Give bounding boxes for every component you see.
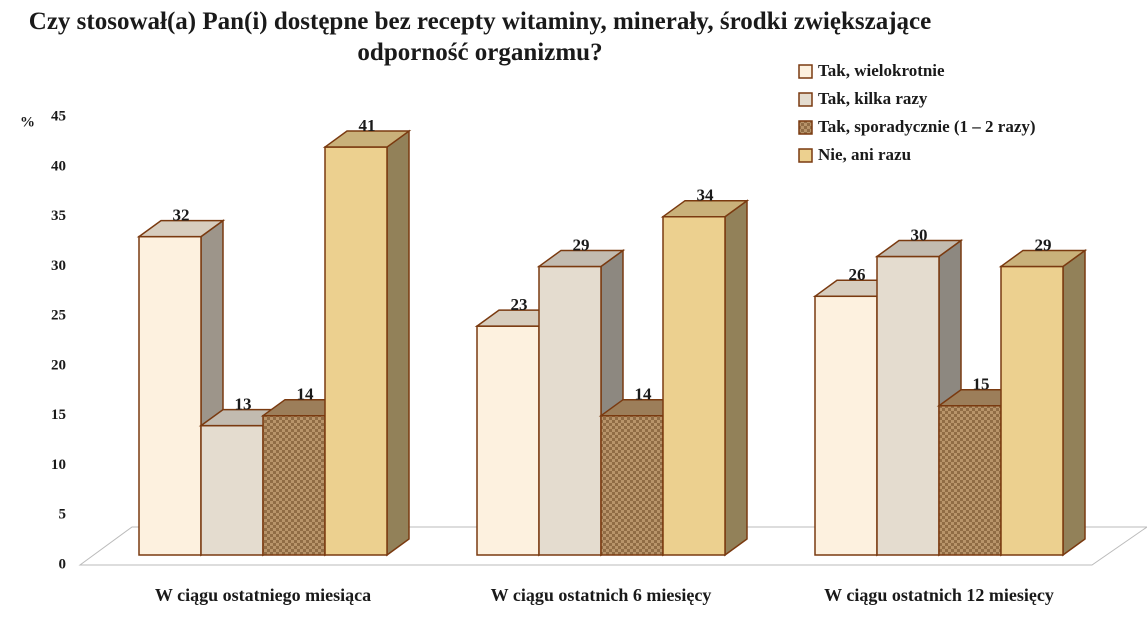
- y-tick-label: 35: [51, 208, 66, 224]
- y-tick-label: 40: [51, 158, 66, 174]
- legend-label: Tak, kilka razy: [818, 89, 928, 108]
- bar: [814, 295, 878, 556]
- y-axis-label: %: [20, 114, 35, 130]
- data-label: 41: [359, 116, 376, 135]
- x-tick-label: W ciągu ostatnich 6 miesięcy: [490, 585, 712, 605]
- data-label: 13: [235, 395, 252, 414]
- bar-side: [724, 199, 748, 557]
- bar-top: [136, 219, 226, 238]
- bar-top: [998, 249, 1088, 268]
- bar-top: [660, 199, 750, 218]
- bar-side: [386, 129, 410, 557]
- y-tick-label: 0: [59, 556, 67, 572]
- bar-side: [1062, 248, 1086, 557]
- data-label: 15: [973, 375, 990, 394]
- legend-label: Tak, sporadycznie (1 – 2 razy): [818, 117, 1036, 136]
- bar: [476, 325, 540, 556]
- data-label: 26: [849, 265, 866, 284]
- bar: [538, 265, 602, 556]
- data-label: 34: [697, 186, 715, 205]
- bar: [324, 146, 388, 556]
- data-label: 14: [297, 385, 315, 404]
- bar-top: [536, 249, 626, 268]
- data-label: 14: [635, 385, 653, 404]
- y-tick-label: 25: [51, 308, 66, 324]
- bar-top: [322, 130, 412, 148]
- bar: [938, 405, 1002, 556]
- bar-top: [874, 239, 964, 258]
- bar: [138, 235, 202, 556]
- bar: [662, 215, 726, 556]
- legend-label: Nie, ani razu: [818, 145, 911, 164]
- y-tick-label: 30: [51, 258, 66, 274]
- legend-swatch: [798, 148, 813, 163]
- bar: [200, 424, 264, 556]
- legend-swatch: [798, 92, 813, 107]
- bar: [262, 414, 326, 556]
- bar: [876, 255, 940, 556]
- y-tick-label: 45: [51, 109, 66, 125]
- data-label: 29: [573, 235, 590, 254]
- data-label: 32: [173, 206, 190, 225]
- legend-swatch: [798, 120, 813, 135]
- y-tick-label: 10: [51, 457, 66, 473]
- bar: [600, 414, 664, 556]
- data-label: 23: [511, 295, 528, 314]
- data-label: 30: [911, 225, 928, 244]
- y-tick-label: 5: [59, 507, 67, 523]
- chart-title: Czy stosował(a) Pan(i) dostępne bez rece…: [28, 8, 932, 66]
- bar: [1000, 265, 1064, 556]
- legend-swatch: [798, 64, 813, 79]
- y-tick-label: 20: [51, 357, 66, 373]
- legend-label: Tak, wielokrotnie: [818, 61, 945, 80]
- y-tick-label: 15: [51, 407, 66, 423]
- x-tick-label: W ciągu ostatnich 12 miesięcy: [824, 585, 1054, 605]
- x-tick-label: W ciągu ostatniego miesiąca: [154, 585, 372, 605]
- data-label: 29: [1035, 235, 1052, 254]
